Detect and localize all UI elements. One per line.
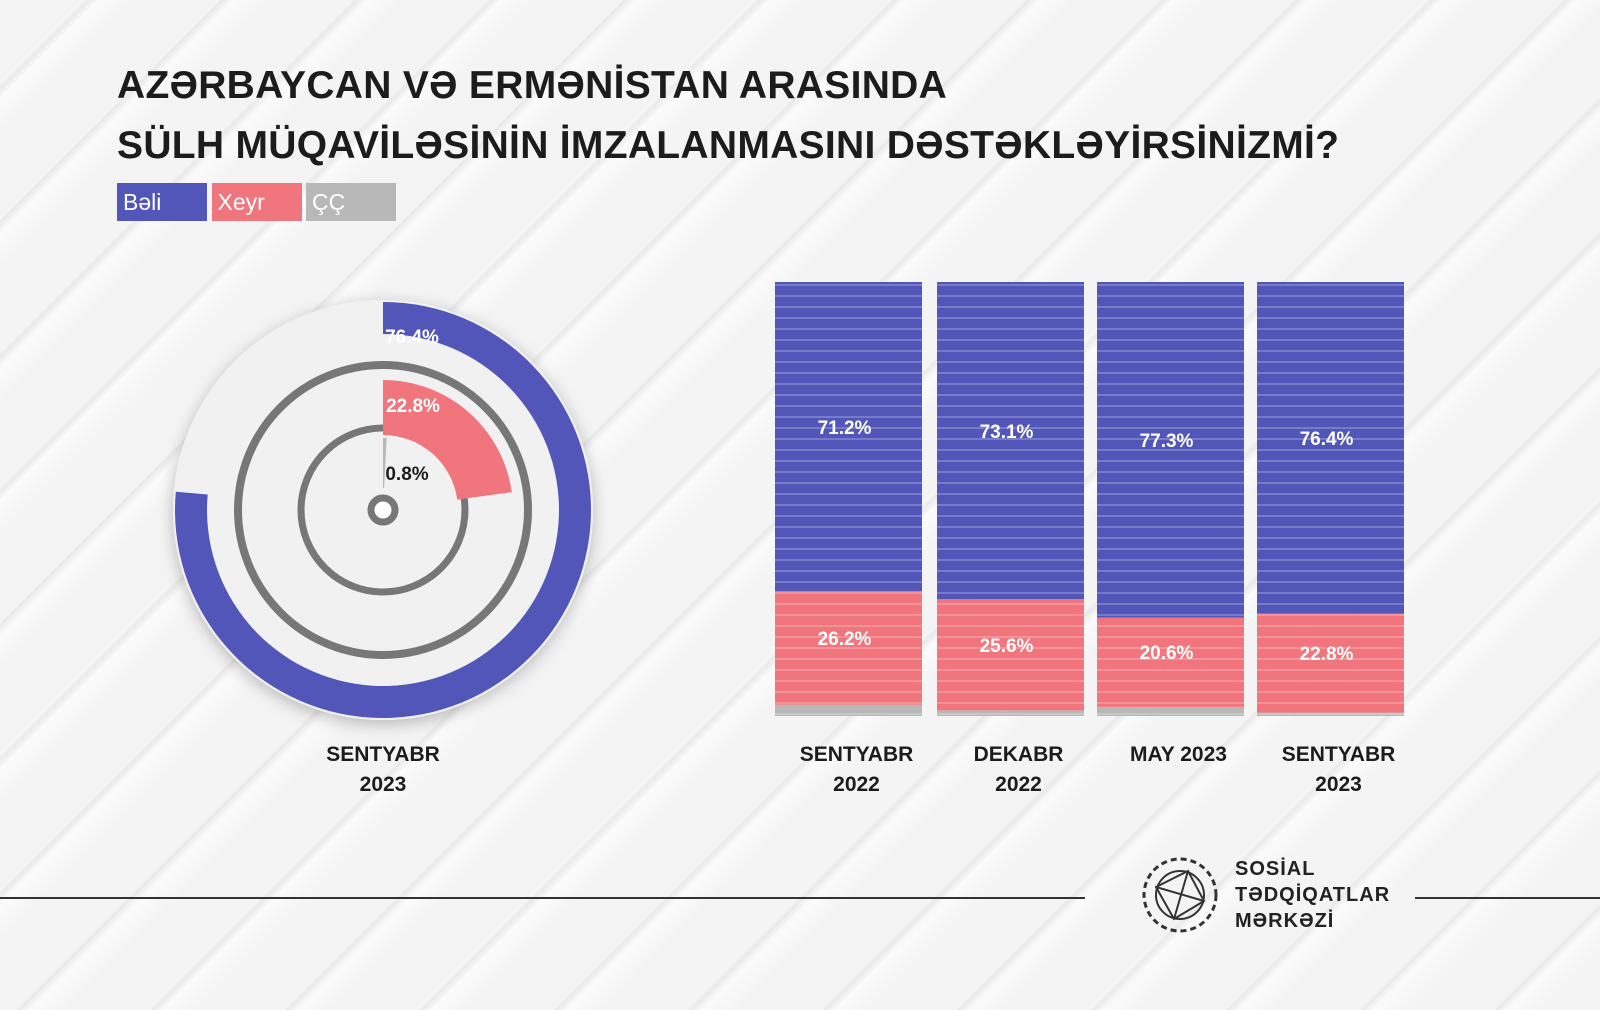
legend-entry: Bəli bbox=[117, 183, 207, 221]
bar-texture bbox=[937, 710, 1084, 716]
logo-text: SOSİAL TƏDQİQATLAR MƏRKƏZİ bbox=[1235, 858, 1391, 932]
bar-texture bbox=[937, 282, 1084, 600]
legend-entry: ÇÇ bbox=[306, 183, 396, 221]
bar-texture bbox=[775, 282, 922, 592]
x-tick-label: MAY 2023 bbox=[1130, 743, 1227, 766]
data-label: 71.2% bbox=[817, 417, 872, 439]
bar-texture bbox=[1097, 617, 1244, 707]
ring-guide bbox=[234, 361, 532, 659]
logo-icon bbox=[1142, 857, 1218, 933]
data-label: 22.8% bbox=[386, 396, 440, 417]
bar-texture bbox=[1257, 282, 1404, 614]
chart-title: AZƏRBAYCAN VƏ ERMƏNİSTAN ARASINDA SÜLH M… bbox=[117, 64, 1340, 167]
legend-entry: Xeyr bbox=[211, 183, 302, 221]
x-tick-label: SENTYABR 2023 bbox=[1281, 743, 1396, 796]
data-label: 20.6% bbox=[1139, 643, 1194, 665]
bar-texture bbox=[775, 591, 922, 705]
x-tick-label: DEKABR 2022 bbox=[973, 743, 1064, 796]
bar-texture bbox=[1257, 712, 1404, 716]
data-label: 76.4% bbox=[385, 327, 439, 348]
x-tick-label: SENTYABR 2022 bbox=[799, 743, 914, 796]
data-label: 25.6% bbox=[979, 635, 1034, 657]
bar-texture bbox=[775, 704, 922, 716]
bar-texture bbox=[1097, 706, 1244, 716]
radial-segment bbox=[383, 380, 512, 500]
radial-segment bbox=[383, 438, 387, 489]
data-label: 0.8% bbox=[385, 464, 429, 485]
bar-texture bbox=[1097, 282, 1244, 618]
bar-texture bbox=[937, 599, 1084, 711]
data-label: 22.8% bbox=[1299, 644, 1354, 666]
data-label: 76.4% bbox=[1299, 428, 1354, 450]
x-tick-label: SENTYABR 2023 bbox=[326, 743, 440, 796]
data-label: 73.1% bbox=[979, 421, 1034, 443]
data-label: 26.2% bbox=[817, 628, 872, 650]
ring-center bbox=[367, 494, 399, 526]
data-label: 77.3% bbox=[1139, 430, 1194, 452]
bar-texture bbox=[1257, 613, 1404, 713]
